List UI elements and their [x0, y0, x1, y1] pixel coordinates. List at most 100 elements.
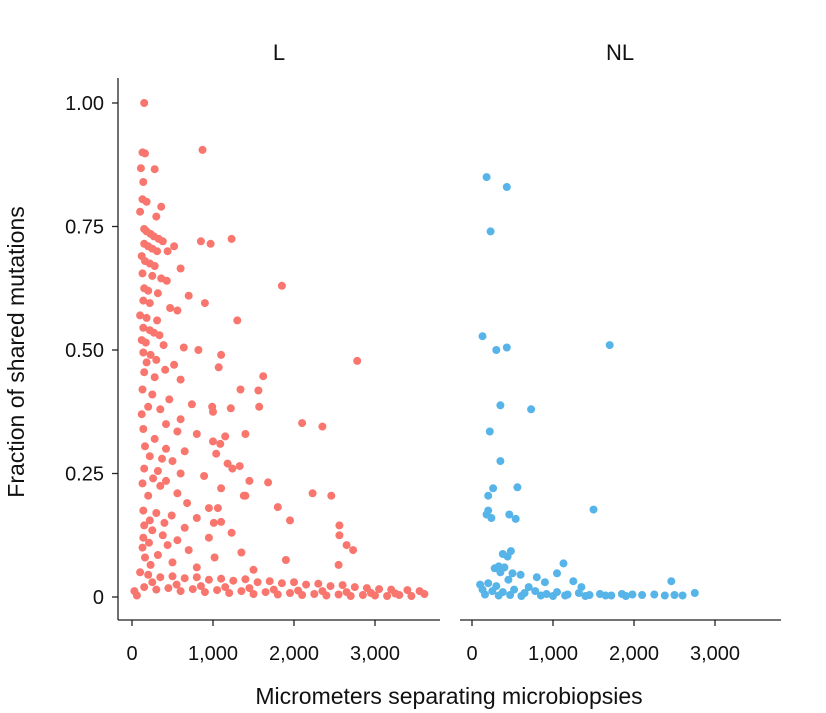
point-l [170, 242, 179, 251]
point-l [132, 591, 141, 600]
point-l [277, 579, 286, 588]
point-nl [607, 591, 616, 600]
point-l [245, 476, 254, 485]
point-l [180, 447, 189, 456]
point-l [139, 425, 148, 433]
point-l [141, 149, 149, 158]
point-nl [536, 591, 545, 600]
point-l [140, 521, 149, 530]
point-l [326, 582, 335, 591]
point-l [229, 576, 238, 585]
point-nl [486, 227, 495, 236]
point-nl [660, 591, 669, 600]
point-l [249, 565, 258, 574]
point-l [269, 585, 278, 594]
x-tick-label: 1,000 [528, 643, 578, 665]
point-nl [487, 514, 496, 522]
point-nl [490, 564, 499, 573]
point-l [353, 356, 362, 365]
point-l [173, 536, 182, 545]
point-l [302, 580, 311, 589]
y-tick-label: 0.50 [65, 340, 104, 362]
point-l [164, 584, 173, 593]
point-nl [506, 591, 515, 599]
point-nl [531, 587, 540, 596]
point-l [140, 99, 149, 107]
point-l [237, 548, 246, 557]
point-l [156, 573, 165, 582]
point-nl [574, 589, 583, 597]
point-nl [489, 484, 498, 493]
x-tick-label: 3,000 [690, 643, 740, 665]
x-tick-label: 2,000 [269, 643, 319, 665]
point-l [259, 372, 268, 381]
point-l [160, 518, 169, 527]
point-l [367, 589, 375, 597]
point-l [150, 262, 159, 270]
point-l [144, 402, 153, 411]
point-l [314, 579, 323, 588]
points-left-facet [130, 99, 429, 600]
point-nl [690, 589, 699, 597]
point-nl [569, 577, 578, 586]
point-l [209, 518, 218, 527]
point-l [162, 444, 170, 453]
point-l [141, 442, 149, 451]
point-l [139, 506, 148, 515]
point-l [281, 556, 290, 564]
point-l [142, 358, 151, 367]
point-l [173, 489, 182, 498]
point-nl [496, 401, 505, 410]
point-l [145, 452, 154, 461]
point-nl [516, 570, 525, 579]
point-l [163, 541, 172, 550]
point-nl [502, 343, 511, 352]
point-l [150, 165, 159, 174]
point-l [407, 592, 416, 600]
point-nl [667, 577, 676, 586]
point-nl [504, 575, 513, 584]
point-l [196, 582, 205, 591]
point-nl [621, 592, 630, 600]
point-l [142, 313, 151, 322]
point-l [176, 415, 185, 424]
point-l [184, 291, 193, 300]
point-l [342, 541, 351, 550]
point-l [334, 560, 343, 569]
point-l [179, 343, 188, 352]
point-l [213, 586, 222, 595]
point-l [254, 386, 263, 395]
point-l [158, 531, 167, 540]
point-l [253, 578, 262, 587]
points-right-facet [476, 173, 699, 600]
point-l [226, 404, 235, 413]
point-l [148, 526, 157, 535]
point-l [136, 164, 145, 173]
point-l [204, 504, 213, 513]
point-l [391, 589, 400, 598]
point-l [146, 560, 155, 569]
point-l [223, 459, 232, 468]
point-l [138, 385, 147, 394]
point-l [158, 454, 166, 463]
point-l [338, 581, 347, 590]
point-l [358, 591, 367, 599]
point-l [334, 590, 343, 599]
point-l [152, 585, 161, 594]
x-ticks-right: 0 1,000 2,000 3,000 [466, 620, 740, 665]
point-nl [540, 578, 549, 587]
point-l [188, 585, 197, 594]
point-nl [492, 346, 501, 354]
point-nl [581, 592, 590, 600]
point-nl [628, 590, 637, 599]
point-l [146, 350, 155, 359]
point-nl [513, 483, 522, 492]
point-l [138, 479, 147, 488]
point-l [210, 553, 219, 562]
point-l [192, 563, 201, 572]
point-l [335, 521, 344, 530]
point-l [161, 365, 170, 374]
point-nl [605, 341, 614, 350]
point-l [217, 517, 226, 526]
point-l [180, 574, 189, 583]
